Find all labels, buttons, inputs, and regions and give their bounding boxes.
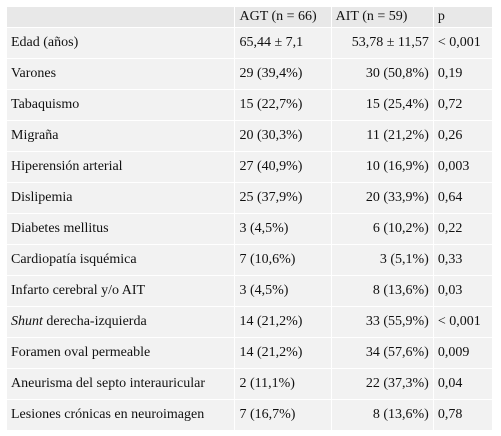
variable-label-text: Infarto cerebral y/o AIT	[11, 283, 146, 298]
variable-label: Shunt derecha-izquierda	[7, 307, 235, 338]
variable-label: Diabetes mellitus	[7, 214, 235, 245]
agt-value: 25 (37,9%)	[234, 183, 331, 214]
table-row: Varones 29 (39,4%) 30 (50,8%) 0,19	[7, 59, 492, 90]
variable-label-text: Migraña	[11, 128, 59, 143]
variable-label: Foramen oval permeable	[7, 338, 235, 369]
p-value: 0,04	[432, 369, 492, 400]
variable-label: Hiperensión arterial	[7, 152, 235, 183]
variable-label: Aneurisma del septo interauricular	[7, 369, 235, 400]
header-cell-ait: AIT (n = 59)	[330, 7, 433, 28]
ait-value: 11 (21,2%)	[330, 121, 433, 152]
p-value: 0,26	[432, 121, 492, 152]
ait-value: 33 (55,9%)	[330, 307, 433, 338]
header-cell-variable	[7, 7, 235, 28]
variable-label-text: Cardiopatía isquémica	[11, 252, 137, 267]
variable-label-text: Hiperensión arterial	[11, 159, 123, 174]
p-value: 0,22	[432, 214, 492, 245]
ait-value: 15 (25,4%)	[330, 90, 433, 121]
table-row: Shunt derecha-izquierda 14 (21,2%) 33 (55,…	[7, 307, 492, 338]
table-row: Hiperensión arterial 27 (40,9%) 10 (16,9%)…	[7, 152, 492, 183]
header-cell-agt: AGT (n = 66)	[234, 7, 331, 28]
header-row: AGT (n = 66) AIT (n = 59) p	[7, 7, 492, 28]
agt-value: 65,44 ± 7,1	[234, 28, 331, 59]
table-row: Cardiopatía isquémica 7 (10,6%) 3 (5,1%) 0,…	[7, 245, 492, 276]
variable-label-text: Varones	[11, 66, 57, 81]
table-header: AGT (n = 66) AIT (n = 59) p	[7, 7, 492, 28]
agt-value: 7 (16,7%)	[234, 400, 331, 431]
p-value: < 0,001	[432, 28, 492, 59]
variable-label: Lesiones crónicas en neuroimagen	[7, 400, 235, 431]
p-value: 0,33	[432, 245, 492, 276]
ait-value: 20 (33,9%)	[330, 183, 433, 214]
agt-value: 14 (21,2%)	[234, 338, 331, 369]
agt-value: 29 (39,4%)	[234, 59, 331, 90]
table-row: Aneurisma del septo interauricular 2 (11,…	[7, 369, 492, 400]
variable-label-text: Foramen oval permeable	[11, 345, 151, 360]
variable-label: Edad (años)	[7, 28, 235, 59]
agt-value: 15 (22,7%)	[234, 90, 331, 121]
ait-value: 8 (13,6%)	[330, 276, 433, 307]
variable-label-text: Diabetes mellitus	[11, 221, 109, 236]
p-value: 0,009	[432, 338, 492, 369]
variable-label: Cardiopatía isquémica	[7, 245, 235, 276]
ait-value: 3 (5,1%)	[330, 245, 433, 276]
variable-label-emphasis: Shunt	[11, 314, 43, 329]
p-value: 0,03	[432, 276, 492, 307]
ait-value: 30 (50,8%)	[330, 59, 433, 90]
ait-value: 6 (10,2%)	[330, 214, 433, 245]
table-row: Diabetes mellitus 3 (4,5%) 6 (10,2%) 0,22	[7, 214, 492, 245]
table-row: Migraña 20 (30,3%) 11 (21,2%) 0,26	[7, 121, 492, 152]
p-value: 0,78	[432, 400, 492, 431]
variable-label: Migraña	[7, 121, 235, 152]
agt-value: 14 (21,2%)	[234, 307, 331, 338]
variable-label-text: Edad (años)	[11, 35, 79, 50]
ait-value: 34 (57,6%)	[330, 338, 433, 369]
ait-value: 22 (37,3%)	[330, 369, 433, 400]
table-row: Edad (años) 65,44 ± 7,1 53,78 ± 11,57 < 0,0…	[7, 28, 492, 59]
p-value: 0,72	[432, 90, 492, 121]
table-row: Infarto cerebral y/o AIT 3 (4,5%) 8 (13,6%…	[7, 276, 492, 307]
p-value: 0,64	[432, 183, 492, 214]
agt-value: 3 (4,5%)	[234, 276, 331, 307]
variable-label-text: Lesiones crónicas en neuroimagen	[11, 407, 205, 422]
agt-value: 27 (40,9%)	[234, 152, 331, 183]
variable-label-text: Dislipemia	[11, 190, 73, 205]
variable-label-text: Aneurisma del septo interauricular	[11, 376, 205, 391]
header-cell-p: p	[432, 7, 492, 28]
ait-value: 53,78 ± 11,57	[330, 28, 433, 59]
comparison-table: AGT (n = 66) AIT (n = 59) p Edad (años) 6…	[7, 7, 492, 431]
agt-value: 2 (11,1%)	[234, 369, 331, 400]
agt-value: 7 (10,6%)	[234, 245, 331, 276]
ait-value: 8 (13,6%)	[330, 400, 433, 431]
ait-value: 10 (16,9%)	[330, 152, 433, 183]
variable-label: Infarto cerebral y/o AIT	[7, 276, 235, 307]
variable-label: Varones	[7, 59, 235, 90]
variable-label: Dislipemia	[7, 183, 235, 214]
p-value: < 0,001	[432, 307, 492, 338]
table-row: Tabaquismo 15 (22,7%) 15 (25,4%) 0,72	[7, 90, 492, 121]
variable-label-text: Tabaquismo	[11, 97, 80, 112]
p-value: 0,003	[432, 152, 492, 183]
table-row: Foramen oval permeable 14 (21,2%) 34 (57,6…	[7, 338, 492, 369]
table-body: Edad (años) 65,44 ± 7,1 53,78 ± 11,57 < 0,0…	[7, 28, 492, 431]
table-row: Lesiones crónicas en neuroimagen 7 (16,7%…	[7, 400, 492, 431]
p-value: 0,19	[432, 59, 492, 90]
table-row: Dislipemia 25 (37,9%) 20 (33,9%) 0,64	[7, 183, 492, 214]
variable-label-text: derecha-izquierda	[42, 314, 147, 329]
agt-value: 20 (30,3%)	[234, 121, 331, 152]
variable-label: Tabaquismo	[7, 90, 235, 121]
agt-value: 3 (4,5%)	[234, 214, 331, 245]
